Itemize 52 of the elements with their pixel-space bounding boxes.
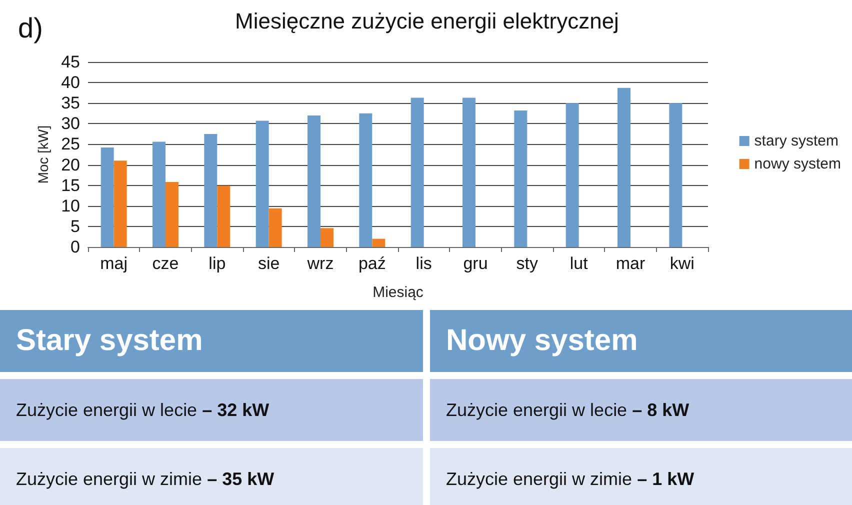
bar xyxy=(320,228,334,247)
x-tick-label: lip xyxy=(208,254,226,273)
x-tick-label: kwi xyxy=(670,254,694,273)
x-tick-label: cze xyxy=(152,254,179,273)
bar xyxy=(114,160,127,247)
legend-label: nowy system xyxy=(754,156,842,172)
text: Zużycie energii w zimie – 35 kW xyxy=(16,468,274,490)
bar xyxy=(372,238,386,247)
y-tick-label: 5 xyxy=(70,216,80,236)
bar xyxy=(669,103,682,247)
x-tick-label: lis xyxy=(416,254,432,273)
y-tick-label: 40 xyxy=(61,73,80,92)
text: Stary system xyxy=(16,324,203,358)
y-tick-label: 15 xyxy=(61,176,80,195)
y-tick-label: 0 xyxy=(70,238,80,256)
text: Nowy system xyxy=(446,324,638,358)
x-tick-label: mar xyxy=(616,254,646,273)
x-tick-label: paź xyxy=(358,254,386,273)
text: d) xyxy=(18,12,43,44)
bar xyxy=(268,208,282,247)
bar xyxy=(359,113,372,247)
chart-title: Miesięczne zużycie energii elektrycznej xyxy=(235,8,619,34)
x-tick-label: sie xyxy=(258,254,280,273)
bar xyxy=(217,186,230,247)
bar xyxy=(256,120,269,247)
y-tick-label: 35 xyxy=(61,94,80,113)
legend-label: stary system xyxy=(754,132,838,150)
bar xyxy=(514,110,528,247)
bar xyxy=(566,103,579,247)
x-tick-label: maj xyxy=(100,254,128,273)
y-tick-label: 45 xyxy=(61,52,80,72)
x-axis-title: Miesiąc xyxy=(372,284,424,301)
y-axis-title: Moc [kW] xyxy=(35,125,52,184)
bar xyxy=(308,115,320,247)
text: Zużycie energii w lecie – 8 kW xyxy=(446,400,690,420)
x-tick-label: gru xyxy=(463,254,488,273)
text: Zużycie energii w zimie – 1 kW xyxy=(446,468,694,490)
x-tick-label: sty xyxy=(516,254,539,273)
bar xyxy=(410,98,424,247)
bar xyxy=(166,182,178,247)
bar xyxy=(204,134,218,247)
y-tick-label: 10 xyxy=(61,196,80,216)
x-tick-label: lut xyxy=(570,254,588,273)
bar xyxy=(618,88,630,247)
y-tick-label: 25 xyxy=(61,134,80,154)
y-tick-label: 30 xyxy=(61,114,80,134)
x-tick-label: wrz xyxy=(306,254,334,273)
y-tick-label: 20 xyxy=(61,155,80,174)
text: Zużycie energii w lecie – 32 kW xyxy=(16,400,270,420)
bar xyxy=(100,148,114,247)
bar xyxy=(152,142,166,247)
bar xyxy=(462,98,476,247)
